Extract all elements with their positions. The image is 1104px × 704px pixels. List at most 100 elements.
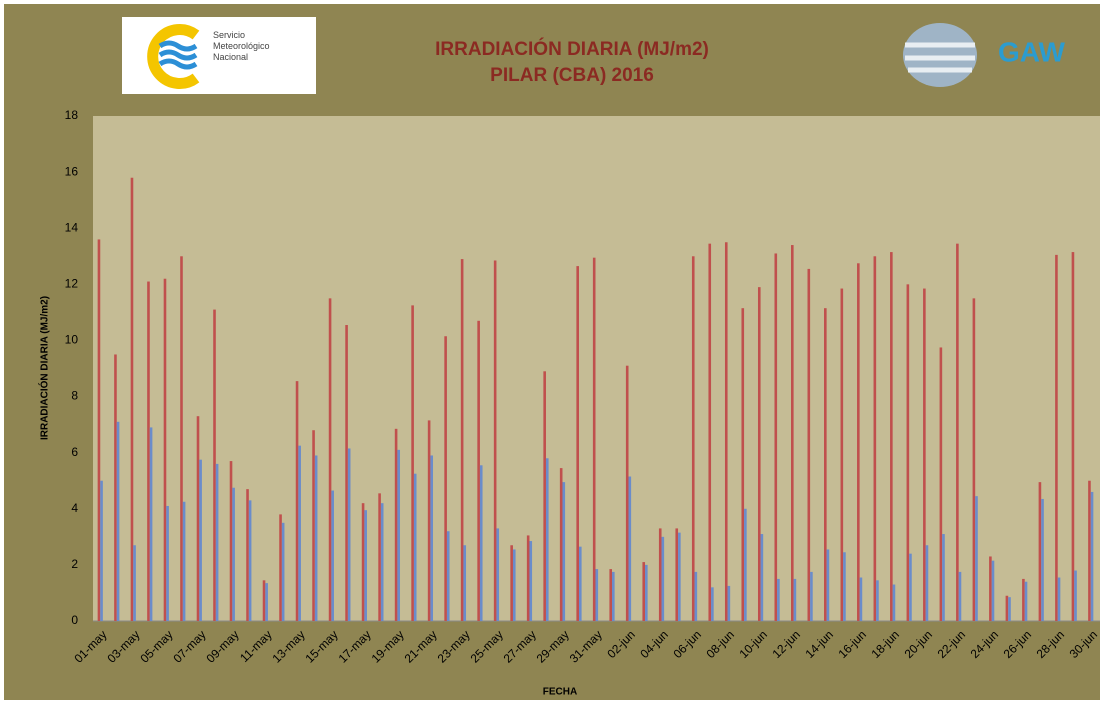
bar [133, 545, 136, 621]
bar [925, 545, 929, 621]
bar [1041, 498, 1044, 621]
bar [1088, 480, 1091, 621]
bar [149, 427, 153, 621]
y-tick-label: 0 [71, 613, 78, 627]
bar [793, 578, 797, 621]
bar [892, 584, 896, 621]
bar [810, 571, 813, 621]
bar [711, 587, 714, 621]
y-tick-label: 12 [65, 277, 79, 291]
bar [1022, 578, 1025, 621]
bar [130, 177, 134, 621]
bar [708, 243, 712, 621]
bar [262, 580, 266, 621]
y-tick-label: 10 [65, 333, 79, 347]
bar [380, 503, 384, 621]
bar [843, 552, 846, 621]
bar [526, 535, 530, 621]
bar [180, 256, 183, 621]
bar [347, 448, 351, 621]
bar [1071, 252, 1075, 621]
logo-c [147, 24, 200, 89]
y-tick-label: 8 [71, 389, 78, 403]
bar [413, 473, 417, 621]
bar [1074, 570, 1077, 621]
bar [229, 461, 233, 621]
bar [182, 501, 186, 621]
bar [840, 288, 844, 621]
bar [430, 455, 434, 621]
y-tick-label: 2 [71, 557, 78, 571]
y-tick-label: 14 [65, 220, 79, 234]
bar [909, 553, 912, 621]
bar [906, 284, 910, 621]
bar [890, 252, 893, 621]
bar [397, 449, 401, 621]
logo-text: Servicio Meteorológico Nacional [213, 30, 270, 62]
plot-area [93, 116, 1100, 621]
bar [873, 256, 877, 621]
bar [578, 546, 582, 621]
bar [328, 298, 332, 621]
bar [345, 325, 348, 621]
y-tick-label: 16 [65, 164, 79, 178]
bar [824, 308, 827, 621]
bar [213, 309, 216, 621]
logo-gaw-text: GAW [998, 36, 1065, 67]
bar [545, 458, 549, 621]
chart-title: IRRADIACIÓN DIARIA (MJ/m2) [435, 38, 709, 60]
bar [100, 480, 103, 621]
bar [991, 560, 995, 621]
bar [444, 336, 447, 621]
bar [1055, 254, 1058, 621]
bar [529, 541, 533, 621]
bar [1024, 581, 1028, 621]
bar [876, 580, 879, 621]
bar [678, 532, 681, 621]
bar [989, 556, 992, 621]
bar [116, 421, 120, 621]
bar [543, 371, 546, 621]
bar [1090, 491, 1094, 621]
bar [479, 465, 483, 621]
bar [975, 496, 978, 621]
y-axis-label: IRRADIACIÓN DIARIA (MJ/m2) [38, 296, 51, 440]
bar [642, 562, 646, 621]
bar [661, 536, 665, 621]
bar [857, 263, 860, 621]
bar [859, 577, 863, 621]
bar [246, 489, 249, 621]
bar [826, 549, 830, 621]
bar [364, 510, 367, 621]
bar [114, 354, 117, 621]
bar [512, 549, 516, 621]
bar [958, 571, 962, 621]
bar [790, 245, 794, 622]
logo-text-box: Servicio Meteorológico Nacional [213, 30, 270, 62]
bar [394, 428, 398, 621]
bar [942, 534, 945, 621]
bar [510, 545, 513, 621]
bar [658, 528, 662, 621]
x-axis-label: FECHA [543, 687, 577, 698]
bar [496, 528, 500, 621]
bar [97, 239, 101, 621]
bar [625, 365, 629, 621]
logo-globe [903, 23, 977, 87]
bar [691, 256, 695, 621]
bar [628, 476, 632, 621]
bar [1038, 482, 1042, 621]
bar [232, 487, 235, 621]
bar [298, 445, 301, 621]
bar [774, 253, 778, 621]
bar [196, 416, 200, 621]
bar [427, 420, 431, 621]
bar [972, 298, 976, 621]
bar [939, 347, 943, 621]
logo-globe-lines [905, 42, 975, 73]
bar [741, 308, 745, 621]
bar [956, 243, 959, 621]
bar [314, 455, 318, 621]
bar [331, 490, 334, 621]
